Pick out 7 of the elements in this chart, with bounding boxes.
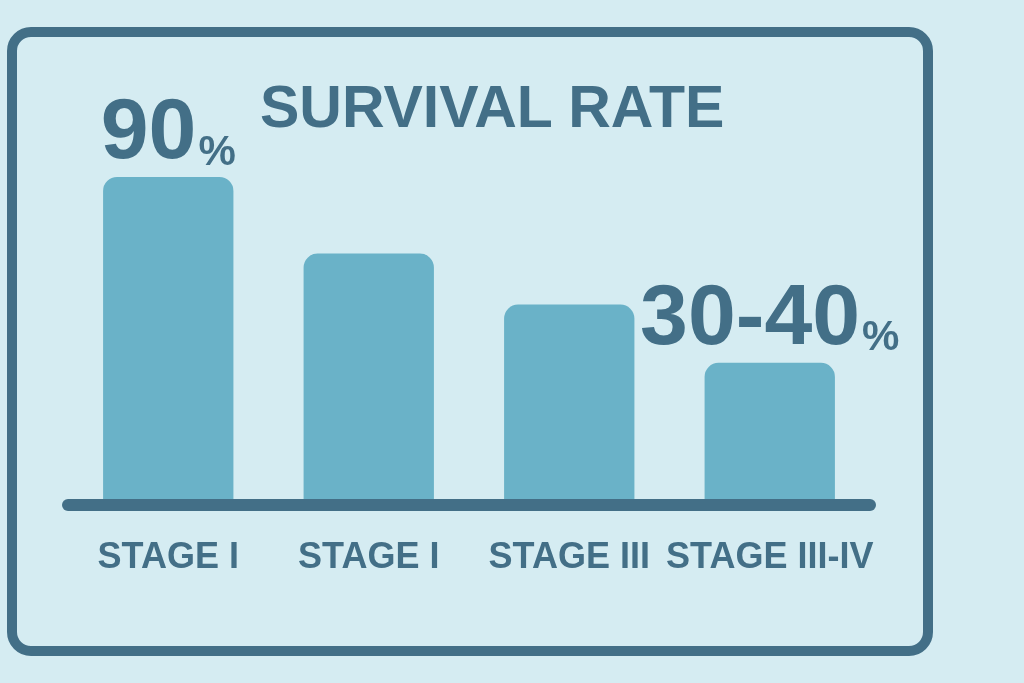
data-label: 90% [100,80,236,176]
annotation: 30-40% [640,265,900,362]
x-tick-label: STAGE I [298,534,440,576]
x-tick-label: STAGE I [97,534,239,576]
x-tick-label: STAGE III-IV [666,534,874,576]
x-tick-label: STAGE III [488,534,650,576]
chart-title: SURVIVAL RATE [260,73,725,140]
